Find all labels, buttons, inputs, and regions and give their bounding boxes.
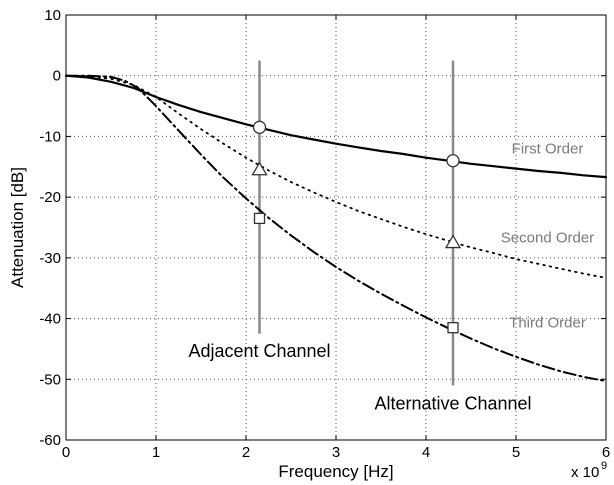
y-axis-label: Attenuation [dB] [8,167,27,288]
curves [64,74,608,383]
data-point-square [253,212,266,225]
y-tick-label: -60 [39,432,61,449]
y-tick-label: 10 [44,7,61,24]
series-annotation: Third Order [509,315,586,332]
series-annotation: First Order [512,140,584,157]
data-point-triangle [444,234,462,249]
x-axis-label: Frequency [Hz] [278,462,393,481]
x-tick-label: 6 [602,444,610,461]
y-tick-label: -30 [39,250,61,267]
series-line-first-order [64,74,608,179]
grid-lines [66,15,606,440]
y-tick-label: 0 [53,68,61,85]
x-tick-label: 1 [152,444,160,461]
data-point-triangle [251,161,268,176]
x-tick-label: 2 [242,444,250,461]
channel-markers [258,60,455,386]
x-tick-label: 4 [422,444,430,461]
axis-ticks: 0 1 2 3 4 5 6 10 0 -10 -20 -30 -40 -50 -60 [39,7,610,461]
data-point-circle [446,154,460,168]
x-axis-multiplier-exponent: 9 [601,460,607,472]
y-tick-label: -40 [39,311,61,328]
channel-points [251,120,462,334]
data-point-circle [252,120,267,134]
annotations: First Order Second Order Third Order Adjace… [188,140,594,413]
data-point-square [447,322,459,334]
x-axis-multiplier: x 10 [571,464,599,481]
channel-annotation: Adjacent Channel [188,341,330,361]
y-tick-label: -10 [39,128,61,145]
x-tick-label: 0 [62,444,70,461]
series-line-third-order [65,74,607,383]
series-annotation: Second Order [501,230,594,247]
x-tick-label: 3 [332,444,340,461]
channel-annotation: Alternative Channel [374,394,531,414]
y-tick-label: -50 [39,371,61,388]
x-tick-label: 5 [512,444,520,461]
y-tick-label: -20 [39,189,61,206]
